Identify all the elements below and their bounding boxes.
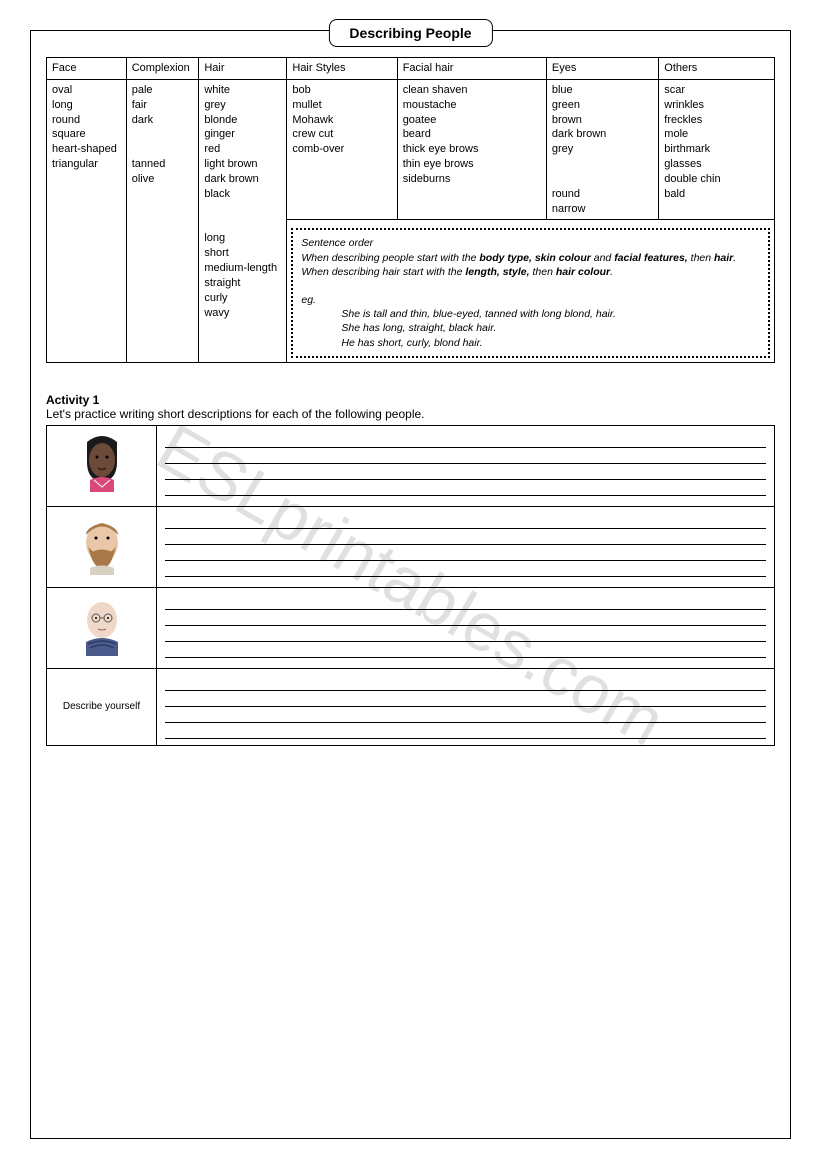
s1c: and — [591, 252, 614, 264]
complexion-list: palefairdarktannedolive — [126, 79, 199, 362]
person2-lines[interactable] — [157, 506, 775, 587]
s1g: . — [733, 252, 736, 264]
face3-icon — [72, 594, 132, 659]
others-list: scarwrinklesfrecklesmolebirthmarkglasses… — [659, 79, 775, 220]
face2-icon — [72, 513, 132, 578]
eg2: She has long, straight, black hair. — [341, 321, 760, 335]
col-header-face: Face — [47, 58, 127, 80]
col-header-hairstyles: Hair Styles — [287, 58, 397, 80]
describe-yourself-label: Describe yourself — [47, 668, 157, 745]
hair-list: whitegreyblondegingerredlight browndark … — [199, 79, 287, 362]
vocabulary-table: Face Complexion Hair Hair Styles Facial … — [46, 57, 775, 363]
person1-image — [47, 425, 157, 506]
eyes-list: bluegreenbrowndark browngreyroundnarrow — [546, 79, 658, 220]
col-header-complexion: Complexion — [126, 58, 199, 80]
person3-lines[interactable] — [157, 587, 775, 668]
face-list: ovallongroundsquareheart-shapedtriangula… — [47, 79, 127, 362]
col-header-others: Others — [659, 58, 775, 80]
face1-icon — [72, 432, 132, 497]
s2d: hair colour — [556, 266, 610, 278]
col-header-hair: Hair — [199, 58, 287, 80]
s2e: . — [610, 266, 613, 278]
s1f: hair — [714, 252, 733, 264]
facialhair-list: clean shavenmoustachegoateebeardthick ey… — [397, 79, 546, 220]
page-border: Describing People Face Complexion Hair H… — [30, 30, 791, 1139]
activity-table: Describe yourself — [46, 425, 775, 746]
eg-label: eg. — [301, 294, 316, 306]
col-header-facialhair: Facial hair — [397, 58, 546, 80]
s2b: length, style, — [465, 266, 529, 278]
sentence-order-cell: Sentence order When describing people st… — [287, 220, 775, 362]
s1a: When describing people start with the — [301, 252, 479, 264]
eg3: He has short, curly, blond hair. — [341, 336, 760, 350]
activity-title: Activity 1 — [46, 393, 775, 407]
s1d: facial features, — [614, 252, 688, 264]
s2c: then — [530, 266, 556, 278]
person2-image — [47, 506, 157, 587]
sentence-heading: Sentence order — [301, 237, 373, 249]
describe-yourself-lines[interactable] — [157, 668, 775, 745]
person3-image — [47, 587, 157, 668]
eg1: She is tall and thin, blue-eyed, tanned … — [341, 307, 760, 321]
s1b: body type, skin colour — [479, 252, 590, 264]
person1-lines[interactable] — [157, 425, 775, 506]
page-title: Describing People — [328, 19, 492, 47]
s2a: When describing hair start with the — [301, 266, 465, 278]
hairstyles-list: bobmulletMohawkcrew cutcomb-over — [287, 79, 397, 220]
col-header-eyes: Eyes — [546, 58, 658, 80]
s1e: then — [688, 252, 714, 264]
sentence-order-box: Sentence order When describing people st… — [291, 228, 770, 357]
activity-description: Let's practice writing short description… — [46, 407, 775, 421]
